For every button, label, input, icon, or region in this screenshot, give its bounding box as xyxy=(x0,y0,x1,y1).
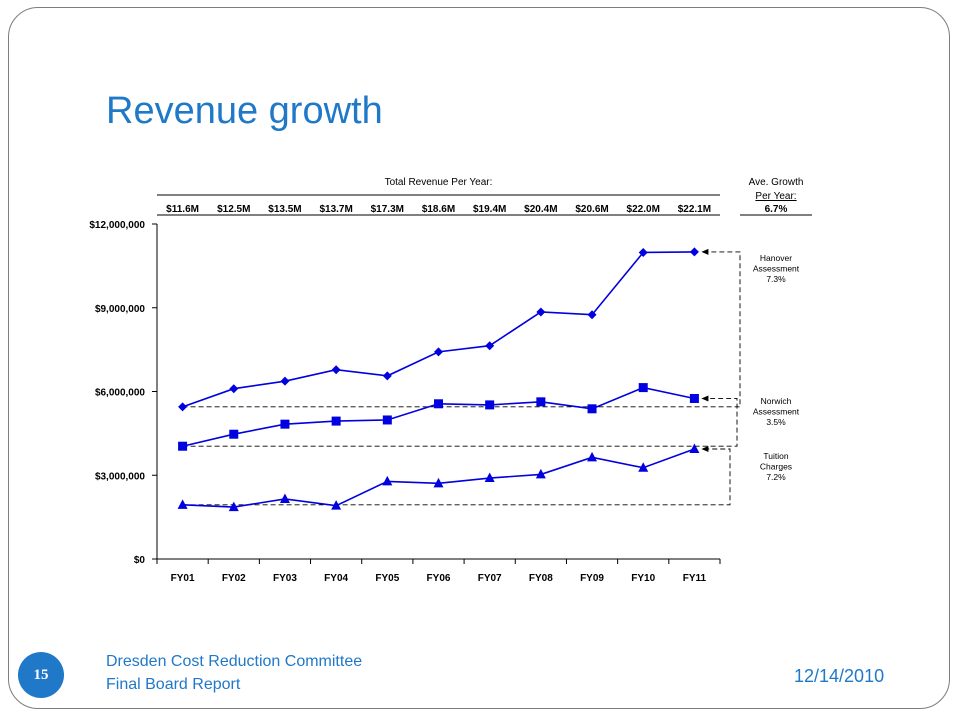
x-tick-label: FY10 xyxy=(631,573,655,584)
annotation-tuition: 7.2% xyxy=(766,472,786,482)
header-revenue-value: $13.7M xyxy=(319,204,352,215)
point-hanover xyxy=(382,371,392,381)
slide-number-badge: 15 xyxy=(18,652,64,698)
guide-tuition xyxy=(182,448,731,506)
slide-frame xyxy=(8,7,950,709)
header-revenue-value: $22.0M xyxy=(627,204,660,215)
guide-hanover xyxy=(182,251,741,408)
point-tuition xyxy=(177,499,188,509)
point-norwich xyxy=(331,416,341,426)
x-tick-label: FY09 xyxy=(580,573,604,584)
growth-value: 6.7% xyxy=(765,204,788,215)
y-tick-label: $9,000,000 xyxy=(95,304,145,315)
annotation-norwich: Assessment xyxy=(753,407,800,417)
footer-committee: Dresden Cost Reduction Committee xyxy=(106,653,363,670)
header-revenue-value: $20.4M xyxy=(524,204,557,215)
annotation-hanover: 7.3% xyxy=(766,274,786,284)
header-revenue-value: $13.5M xyxy=(268,204,301,215)
point-hanover xyxy=(178,402,188,412)
slide-title: Revenue growth xyxy=(106,90,383,132)
annotation-tuition: Charges xyxy=(760,462,792,472)
point-norwich xyxy=(638,383,648,393)
annotation-hanover: Assessment xyxy=(753,264,800,274)
series-annotations: HanoverAssessment7.3%NorwichAssessment3.… xyxy=(753,253,800,482)
x-tick-label: FY01 xyxy=(171,573,195,584)
x-tick-label: FY05 xyxy=(375,573,399,584)
y-tick-label: $6,000,000 xyxy=(95,388,145,399)
point-hanover xyxy=(536,307,546,317)
annotation-norwich: 3.5% xyxy=(766,417,786,427)
point-norwich xyxy=(587,404,597,414)
point-norwich xyxy=(280,419,290,429)
guide-norwich xyxy=(182,398,738,447)
guide-arrow-hanover xyxy=(701,248,709,255)
growth-title: Ave. Growth xyxy=(749,177,804,188)
point-hanover xyxy=(485,341,495,351)
point-norwich xyxy=(382,415,392,425)
point-norwich xyxy=(178,441,188,451)
header-table: Total Revenue Per Year: $11.6M $12.5M $13.5… xyxy=(157,177,812,216)
point-hanover xyxy=(587,310,597,320)
point-hanover xyxy=(280,376,290,386)
header-revenue-value: $12.5M xyxy=(217,204,250,215)
point-hanover xyxy=(229,384,239,394)
x-tick-label: FY11 xyxy=(683,573,707,584)
header-revenue-value: $17.3M xyxy=(371,204,404,215)
guide-arrow-tuition xyxy=(701,446,709,453)
point-tuition xyxy=(689,443,700,454)
point-hanover xyxy=(434,347,443,357)
point-hanover xyxy=(689,247,699,257)
point-hanover xyxy=(331,365,341,375)
footer-report: Final Board Report xyxy=(106,676,241,693)
point-tuition xyxy=(535,468,546,479)
point-tuition xyxy=(331,500,342,510)
point-tuition xyxy=(433,477,444,488)
chart-series xyxy=(177,247,700,512)
series-line-hanover xyxy=(182,251,695,408)
x-tick-label: FY06 xyxy=(427,573,451,584)
header-title: Total Revenue Per Year: xyxy=(385,177,493,188)
annotation-norwich: Norwich xyxy=(761,396,792,406)
series-line-norwich xyxy=(182,386,695,447)
point-norwich xyxy=(229,429,239,439)
annotation-hanover: Hanover xyxy=(760,253,792,263)
point-tuition xyxy=(228,501,239,512)
header-revenue-value: $18.6M xyxy=(422,204,455,215)
point-tuition xyxy=(484,472,495,483)
header-revenue-value: $11.6M xyxy=(166,204,199,215)
chart-axes: $0 $3,000,000 $6,000,000 $9,000,000 $12,000,… xyxy=(89,220,721,584)
point-hanover xyxy=(638,247,648,257)
point-tuition xyxy=(638,462,649,472)
point-tuition xyxy=(587,451,598,462)
header-revenue-value: $20.6M xyxy=(575,204,608,215)
y-tick-label: $0 xyxy=(134,555,146,566)
point-norwich xyxy=(434,399,443,409)
point-norwich xyxy=(485,400,495,410)
dashed-guides xyxy=(182,248,741,506)
guide-arrow-norwich xyxy=(701,395,709,402)
x-tick-label: FY07 xyxy=(478,573,502,584)
annotation-tuition: Tuition xyxy=(763,451,788,461)
x-tick-label: FY03 xyxy=(273,573,297,584)
footer-date: 12/14/2010 xyxy=(794,666,885,686)
point-norwich xyxy=(689,393,699,403)
x-tick-label: FY02 xyxy=(222,573,246,584)
point-norwich xyxy=(536,397,546,407)
header-revenue-value: $22.1M xyxy=(678,204,711,215)
y-tick-label: $12,000,000 xyxy=(89,220,145,231)
growth-subtitle: Per Year: xyxy=(755,191,796,202)
y-tick-label: $3,000,000 xyxy=(95,471,145,482)
header-revenue-value: $19.4M xyxy=(473,204,506,215)
point-tuition xyxy=(382,475,393,486)
x-tick-label: FY08 xyxy=(529,573,553,584)
x-tick-label: FY04 xyxy=(324,573,348,584)
point-tuition xyxy=(279,493,290,503)
